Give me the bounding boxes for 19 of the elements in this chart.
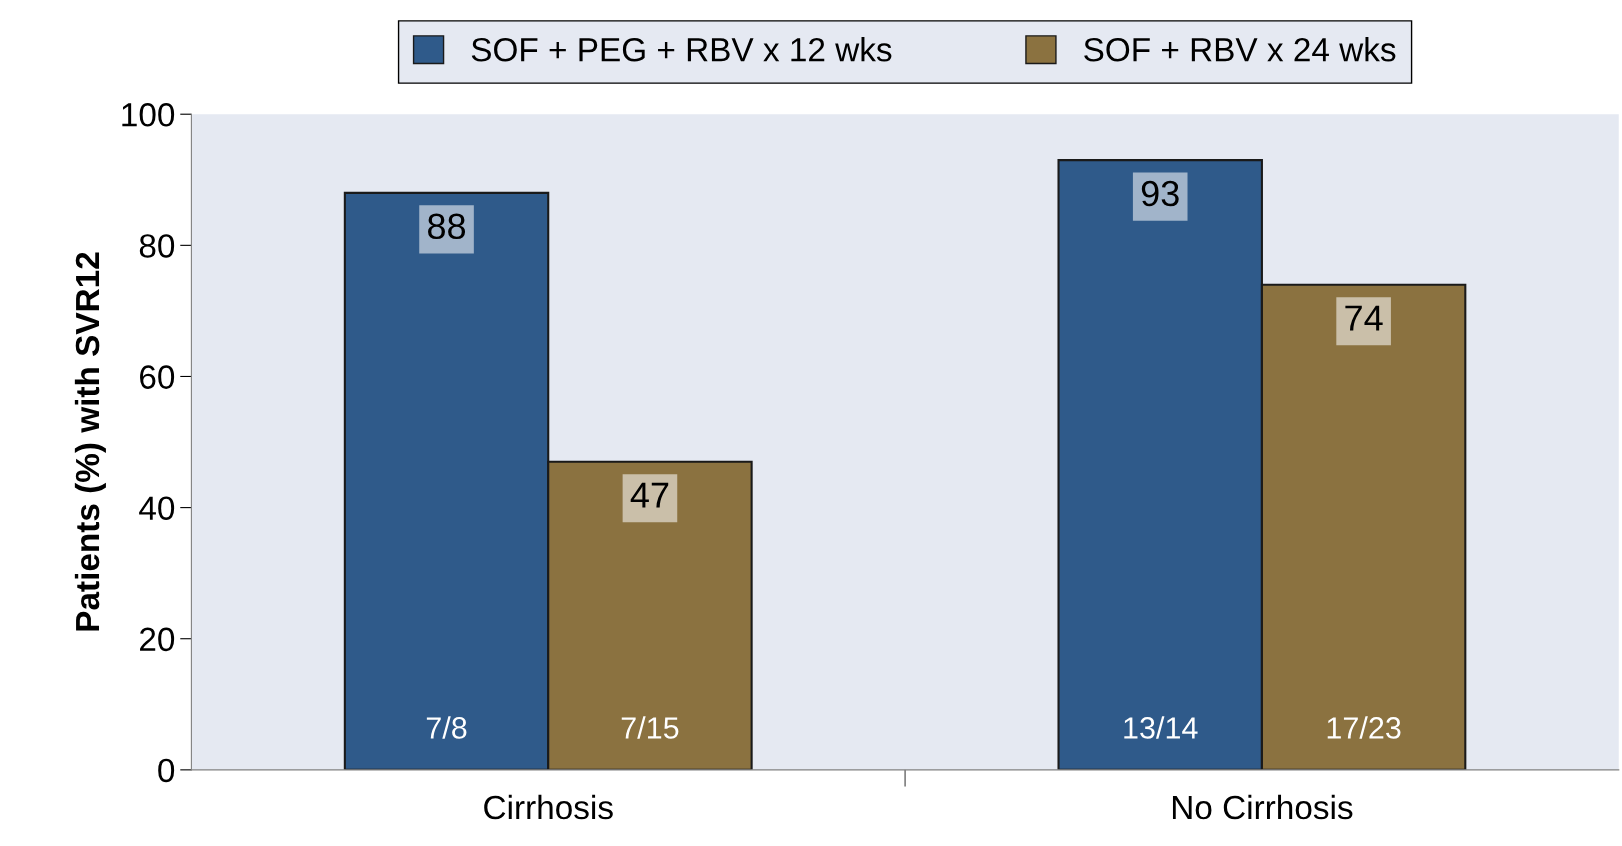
data-label: 88 xyxy=(428,213,466,240)
y-tick-label: 100 xyxy=(122,103,175,127)
data-label: 93 xyxy=(1141,180,1179,207)
y-tick-label: 60 xyxy=(140,365,175,389)
data-label: 74 xyxy=(1345,305,1383,331)
annotation: 13/14 xyxy=(1124,716,1198,739)
x-tick-label: No Cirrhosis xyxy=(1172,794,1353,820)
y-axis-title: Patients (%) with SVR12 xyxy=(74,252,106,631)
y-tick-label: 0 xyxy=(158,758,175,783)
data-label: 47 xyxy=(630,482,669,508)
y-tick-label: 80 xyxy=(139,234,175,258)
legend-label: SOF + PEG + RBV x 12 wks xyxy=(471,37,892,62)
annotation: 7/8 xyxy=(426,716,467,739)
y-tick-label: 20 xyxy=(140,627,175,652)
y-tick-label: 40 xyxy=(139,496,175,521)
annotation: 17/23 xyxy=(1327,716,1401,739)
x-tick-label: Cirrhosis xyxy=(484,794,613,820)
annotation: 7/15 xyxy=(621,716,679,739)
legend-label: SOF + RBV x 24 wks xyxy=(1084,37,1396,62)
